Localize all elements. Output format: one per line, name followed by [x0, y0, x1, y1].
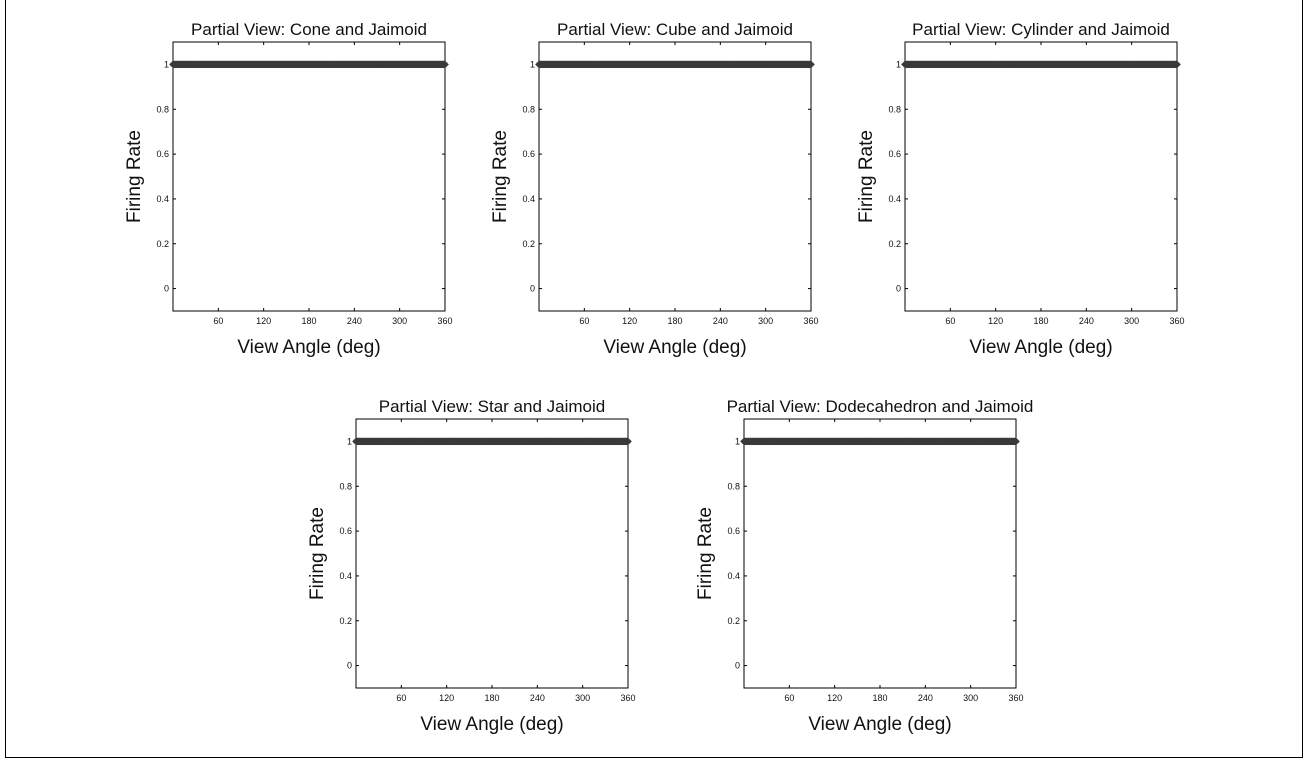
- series-points: [901, 60, 1181, 69]
- y-tick-label: 0.8: [339, 481, 352, 491]
- axes-box: [172, 41, 446, 312]
- y-tick-label: 0: [530, 284, 535, 294]
- y-tick-label: 0.4: [156, 194, 169, 204]
- x-tick-label: 120: [827, 693, 842, 703]
- y-tick-label: 0.4: [522, 194, 535, 204]
- x-axis-label: View Angle (deg): [808, 714, 951, 735]
- x-tick-label: 60: [945, 316, 955, 326]
- y-tick-label: 0: [896, 284, 901, 294]
- x-tick-label: 60: [213, 316, 223, 326]
- y-axis-label: Firing Rate: [856, 130, 877, 223]
- series-points: [740, 437, 1020, 446]
- y-tick-label: 1: [735, 436, 740, 446]
- x-axis-label: View Angle (deg): [969, 337, 1112, 358]
- y-tick-label: 0.2: [156, 239, 169, 249]
- y-tick-label: 0.6: [727, 526, 740, 536]
- y-tick-label: 1: [347, 436, 352, 446]
- x-tick-label: 360: [437, 316, 452, 326]
- axes-box: [355, 418, 629, 689]
- y-tick-label: 0.2: [888, 239, 901, 249]
- data-point: [624, 437, 632, 446]
- data-point: [1012, 437, 1020, 446]
- x-tick-label: 180: [667, 316, 682, 326]
- y-tick-label: 0: [735, 661, 740, 671]
- y-axis-label: Firing Rate: [695, 507, 716, 600]
- x-tick-label: 360: [620, 693, 635, 703]
- x-axis-label: View Angle (deg): [603, 337, 746, 358]
- y-tick-label: 0.6: [522, 149, 535, 159]
- x-axis-label: View Angle (deg): [237, 337, 380, 358]
- panel-title: Partial View: Cube and Jaimoid: [557, 20, 793, 39]
- x-tick-label: 300: [758, 316, 773, 326]
- y-tick-label: 0.6: [339, 526, 352, 536]
- y-axis-label: Firing Rate: [307, 507, 328, 600]
- x-tick-label: 360: [803, 316, 818, 326]
- y-tick-label: 0.4: [339, 571, 352, 581]
- panel-title: Partial View: Star and Jaimoid: [379, 397, 605, 416]
- x-tick-label: 240: [347, 316, 362, 326]
- series-points: [535, 60, 815, 69]
- data-point: [441, 60, 449, 69]
- y-tick-label: 0.8: [156, 104, 169, 114]
- y-tick-label: 0.6: [156, 149, 169, 159]
- y-axis-label: Firing Rate: [490, 130, 511, 223]
- chart-panel-1: Partial View: Cone and Jaimoid 0 0.2 0.4 0.6…: [124, 20, 453, 358]
- x-tick-label: 240: [918, 693, 933, 703]
- data-point: [1173, 60, 1181, 69]
- x-tick-label: 180: [484, 693, 499, 703]
- x-tick-label: 300: [575, 693, 590, 703]
- x-tick-label: 180: [872, 693, 887, 703]
- x-tick-label: 120: [988, 316, 1003, 326]
- x-tick-label: 180: [1033, 316, 1048, 326]
- y-tick-label: 0.2: [522, 239, 535, 249]
- x-tick-label: 300: [392, 316, 407, 326]
- chart-panel-2: Partial View: Cube and Jaimoid 0 0.2 0.4 0.6…: [490, 20, 819, 358]
- y-tick-label: 0.4: [727, 571, 740, 581]
- y-tick-label: 0.2: [339, 616, 352, 626]
- x-tick-label: 360: [1169, 316, 1184, 326]
- series-points: [352, 437, 632, 446]
- x-tick-label: 180: [301, 316, 316, 326]
- x-tick-label: 120: [439, 693, 454, 703]
- y-tick-label: 0.8: [522, 104, 535, 114]
- axes-box: [743, 418, 1017, 689]
- x-tick-label: 360: [1008, 693, 1023, 703]
- y-tick-label: 0: [164, 284, 169, 294]
- y-tick-label: 1: [164, 59, 169, 69]
- y-axis-label: Firing Rate: [124, 130, 145, 223]
- x-tick-label: 240: [713, 316, 728, 326]
- y-tick-label: 0.6: [888, 149, 901, 159]
- chart-panel-3: Partial View: Cylinder and Jaimoid 0 0.2 0.…: [856, 20, 1185, 358]
- y-tick-label: 0.2: [727, 616, 740, 626]
- y-tick-label: 0: [347, 661, 352, 671]
- y-tick-label: 0.8: [888, 104, 901, 114]
- x-tick-label: 120: [622, 316, 637, 326]
- x-tick-label: 240: [530, 693, 545, 703]
- data-point: [807, 60, 815, 69]
- x-tick-label: 60: [396, 693, 406, 703]
- x-tick-label: 300: [1124, 316, 1139, 326]
- axes-box: [904, 41, 1178, 312]
- y-tick-label: 0.8: [727, 481, 740, 491]
- chart-panel-4: Partial View: Star and Jaimoid 0 0.2 0.4 0.6…: [307, 397, 636, 735]
- series-points: [169, 60, 449, 69]
- y-tick-label: 0.4: [888, 194, 901, 204]
- x-tick-label: 60: [579, 316, 589, 326]
- panel-title: Partial View: Dodecahedron and Jaimoid: [727, 397, 1034, 416]
- x-axis-label: View Angle (deg): [420, 714, 563, 735]
- x-tick-label: 300: [963, 693, 978, 703]
- y-tick-label: 1: [896, 59, 901, 69]
- x-tick-label: 60: [784, 693, 794, 703]
- panel-title: Partial View: Cylinder and Jaimoid: [912, 20, 1170, 39]
- axes-box: [538, 41, 812, 312]
- x-tick-label: 240: [1079, 316, 1094, 326]
- panel-title: Partial View: Cone and Jaimoid: [191, 20, 427, 39]
- y-tick-label: 1: [530, 59, 535, 69]
- chart-panel-5: Partial View: Dodecahedron and Jaimoid 0 0…: [695, 397, 1033, 735]
- x-tick-label: 120: [256, 316, 271, 326]
